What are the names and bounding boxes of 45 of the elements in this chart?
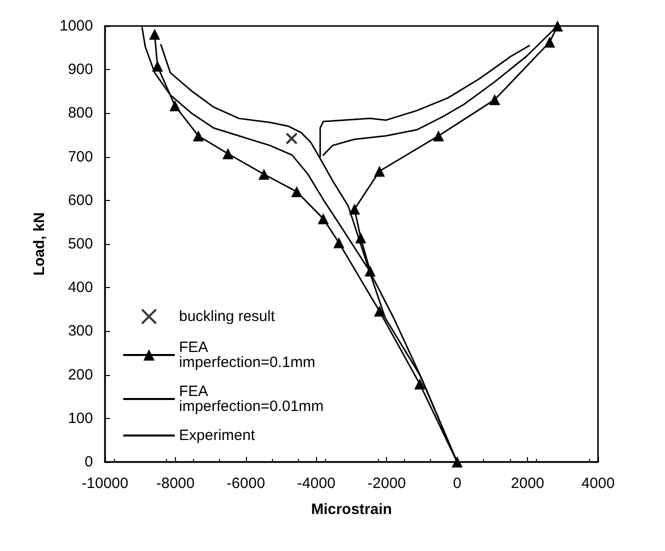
- x-tick-label: -4000: [297, 475, 336, 492]
- y-tick-label: 600: [68, 192, 93, 209]
- y-tick-label: 1000: [60, 18, 93, 34]
- point: [169, 100, 180, 112]
- y-tick-label: 300: [68, 322, 93, 340]
- legend-label: FEA imperfection=0.1mm: [179, 339, 316, 371]
- point: [489, 94, 500, 106]
- point: [544, 36, 556, 48]
- point: [318, 213, 329, 224]
- y-tick-label: 800: [68, 104, 93, 122]
- y-tick-label: 200: [68, 366, 93, 384]
- point: [222, 148, 234, 160]
- x-tick-label: 2000: [510, 475, 544, 492]
- x-tick-label: 4000: [581, 475, 615, 492]
- point: [333, 237, 344, 248]
- point: [414, 378, 426, 390]
- point: [432, 130, 444, 142]
- x-tick-label: -10000: [82, 475, 128, 492]
- y-tick-label: 900: [68, 61, 93, 78]
- point: [286, 132, 298, 144]
- x-tick-label: -8000: [156, 475, 195, 492]
- point: [149, 28, 160, 40]
- point: [192, 130, 204, 142]
- point: [355, 232, 366, 244]
- point: [374, 166, 385, 177]
- point: [291, 186, 302, 198]
- y-tick-label: 500: [68, 236, 93, 252]
- legend-label: FEA imperfection=0.01mm: [179, 383, 324, 415]
- y-tick-label: 400: [68, 279, 93, 296]
- x-tick-label: 0: [452, 475, 462, 492]
- x-tick-label: -6000: [226, 475, 266, 492]
- y-axis-title: Load, kN: [31, 212, 48, 276]
- point: [258, 168, 270, 180]
- y-tick-label: 0: [84, 454, 93, 470]
- point: [374, 306, 385, 317]
- point: [364, 266, 376, 277]
- x-tick-label: -2000: [368, 475, 406, 492]
- point: [349, 204, 360, 215]
- point: [452, 456, 463, 468]
- legend-label: buckling result: [179, 308, 276, 325]
- x-axis-title: Microstrain: [311, 501, 392, 518]
- point: [152, 60, 163, 72]
- y-tick-label: 700: [68, 148, 93, 166]
- legend-label: Experiment: [179, 427, 256, 444]
- y-tick-label: 100: [68, 410, 93, 427]
